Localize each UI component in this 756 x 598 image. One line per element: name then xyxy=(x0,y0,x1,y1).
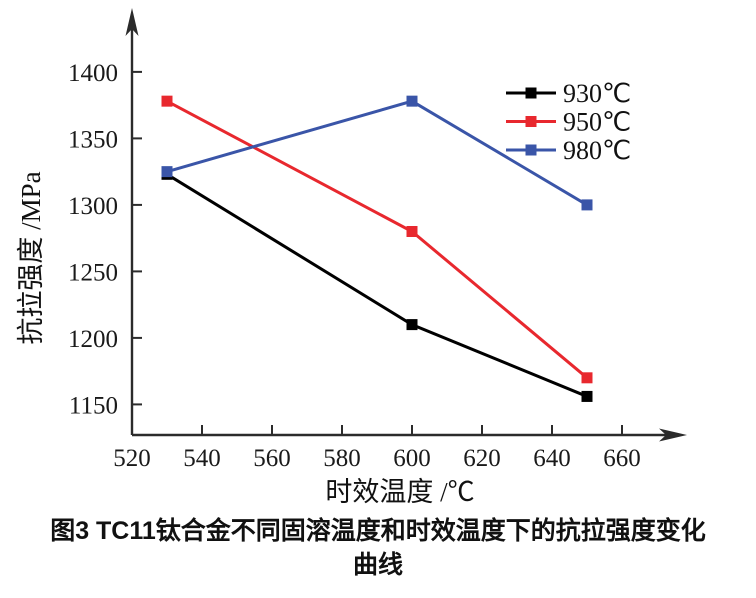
y-tick-label: 1300 xyxy=(68,193,118,220)
figure-caption: 图3 TC11钛合金不同固溶温度和时效温度下的抗拉强度变化 曲线 xyxy=(0,514,756,582)
legend-marker-icon xyxy=(525,144,537,156)
data-point-950℃ xyxy=(581,372,593,384)
caption-line-1: 图3 TC11钛合金不同固溶温度和时效温度下的抗拉强度变化 xyxy=(50,517,706,545)
legend-marker-icon xyxy=(525,87,537,99)
data-point-950℃ xyxy=(406,226,418,237)
x-tick-label: 520 xyxy=(113,445,151,472)
series-line-950℃ xyxy=(166,99,588,379)
data-point-930℃ xyxy=(406,319,418,331)
y-axis-title: 抗拉强度 /MPa xyxy=(16,171,46,344)
y-tick-label: 1400 xyxy=(68,60,118,87)
legend-label: 930℃ xyxy=(563,79,631,108)
series-line-930℃ xyxy=(166,173,588,398)
x-tick-label: 620 xyxy=(463,445,501,472)
x-axis-title: 时效温度 /℃ xyxy=(325,477,474,507)
x-tick-label: 640 xyxy=(533,445,571,472)
x-tick-label: 540 xyxy=(183,445,221,472)
legend-label: 950℃ xyxy=(563,108,631,137)
legend-label: 980℃ xyxy=(563,136,631,165)
caption-line-2: 曲线 xyxy=(352,551,403,579)
legend-marker-icon xyxy=(525,116,537,127)
data-point-950℃ xyxy=(161,95,173,107)
y-tick-label: 1150 xyxy=(69,392,118,419)
x-axis-arrow-icon xyxy=(659,428,687,442)
y-axis-arrow-icon xyxy=(125,8,139,36)
data-point-980℃ xyxy=(406,95,418,107)
data-point-980℃ xyxy=(161,166,173,178)
chart-canvas: 520 540 560 580 600 620 640 660 1150 1200 1250 1300… xyxy=(16,8,687,507)
y-tick-label: 1250 xyxy=(68,259,118,286)
x-tick-label: 600 xyxy=(393,445,431,472)
data-point-930℃ xyxy=(581,390,593,402)
data-point-980℃ xyxy=(581,199,593,211)
x-tick-label: 560 xyxy=(253,445,291,472)
series-line-980℃ xyxy=(166,99,588,207)
y-tick-label: 1350 xyxy=(68,126,118,153)
figure: 520 540 560 580 600 620 640 660 1150 1200 1250 1300… xyxy=(0,8,756,582)
y-tick-label: 1200 xyxy=(68,326,118,353)
x-tick-label: 580 xyxy=(323,445,361,472)
x-tick-label: 660 xyxy=(603,445,641,472)
